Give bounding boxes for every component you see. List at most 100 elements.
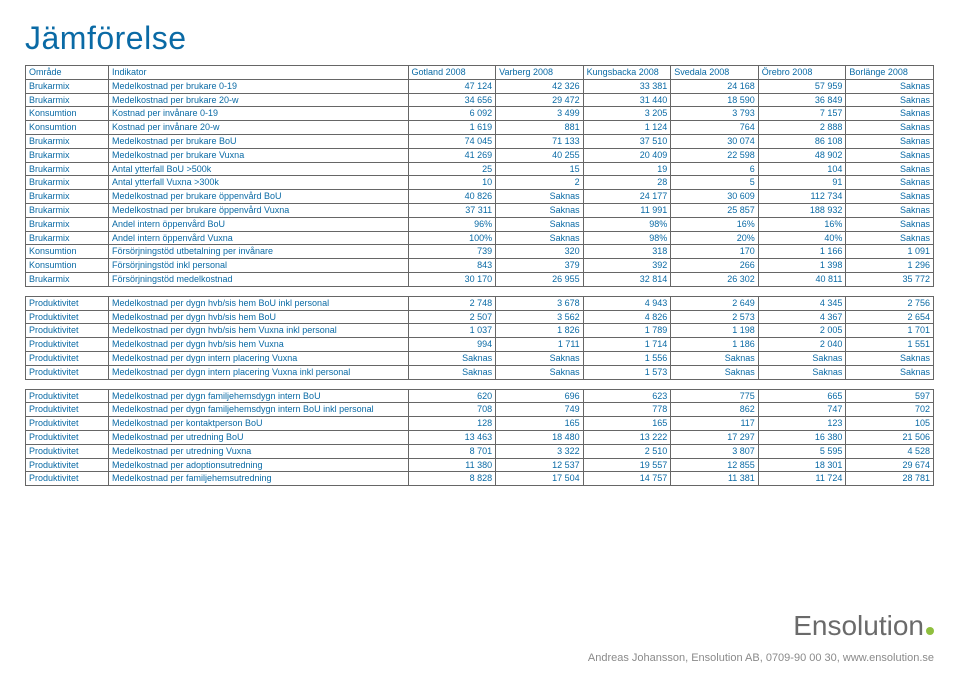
cell-value: Saknas xyxy=(846,217,934,231)
cell-indicator: Medelkostnad per brukare Vuxna xyxy=(108,148,408,162)
cell-value: 1 296 xyxy=(846,259,934,273)
cell-value: 392 xyxy=(583,259,671,273)
cell-value: 57 959 xyxy=(758,79,846,93)
cell-value: 11 380 xyxy=(408,458,496,472)
cell-value: 96% xyxy=(408,217,496,231)
cell-value: 16% xyxy=(671,217,759,231)
cell-value: 30 074 xyxy=(671,134,759,148)
cell-value: 6 092 xyxy=(408,107,496,121)
cell-value: 708 xyxy=(408,403,496,417)
cell-value: 623 xyxy=(583,389,671,403)
cell-area: Brukarmix xyxy=(26,148,109,162)
cell-value: 40 255 xyxy=(496,148,584,162)
cell-value: Saknas xyxy=(846,107,934,121)
cell-area: Konsumtion xyxy=(26,121,109,135)
cell-area: Produktivitet xyxy=(26,389,109,403)
cell-value: 165 xyxy=(496,417,584,431)
cell-indicator: Medelkostnad per dygn hvb/sis hem Vuxna … xyxy=(108,324,408,338)
cell-value: 739 xyxy=(408,245,496,259)
cell-indicator: Medelkostnad per adoptionsutredning xyxy=(108,458,408,472)
cell-area: Produktivitet xyxy=(26,417,109,431)
cell-value: 26 955 xyxy=(496,272,584,286)
cell-value: 620 xyxy=(408,389,496,403)
cell-value: Saknas xyxy=(758,365,846,379)
cell-value: 665 xyxy=(758,389,846,403)
cell-value: 4 367 xyxy=(758,310,846,324)
cell-area: Produktivitet xyxy=(26,365,109,379)
cell-value: 36 849 xyxy=(758,93,846,107)
table-row: ProduktivitetMedelkostnad per dygn hvb/s… xyxy=(26,338,934,352)
cell-indicator: Försörjningstöd medelkostnad xyxy=(108,272,408,286)
cell-value: Saknas xyxy=(846,203,934,217)
cell-value: 696 xyxy=(496,389,584,403)
cell-indicator: Medelkostnad per dygn intern placering V… xyxy=(108,365,408,379)
cell-value: 1 826 xyxy=(496,324,584,338)
cell-value: Saknas xyxy=(758,351,846,365)
cell-value: Saknas xyxy=(496,365,584,379)
cell-value: 3 499 xyxy=(496,107,584,121)
cell-value: 112 734 xyxy=(758,190,846,204)
cell-area: Brukarmix xyxy=(26,162,109,176)
table-row: ProduktivitetMedelkostnad per adoptionsu… xyxy=(26,458,934,472)
cell-value: 379 xyxy=(496,259,584,273)
cell-value: 15 xyxy=(496,162,584,176)
cell-indicator: Antal ytterfall Vuxna >300k xyxy=(108,176,408,190)
cell-value: 2 510 xyxy=(583,444,671,458)
cell-value: 1 037 xyxy=(408,324,496,338)
table-row: BrukarmixMedelkostnad per brukare 20-w34… xyxy=(26,93,934,107)
cell-value: 100% xyxy=(408,231,496,245)
cell-value: 1 556 xyxy=(583,351,671,365)
cell-area: Brukarmix xyxy=(26,176,109,190)
column-header: Indikator xyxy=(108,66,408,80)
cell-value: 105 xyxy=(846,417,934,431)
cell-indicator: Medelkostnad per dygn hvb/sis hem BoU in… xyxy=(108,296,408,310)
table-row: BrukarmixMedelkostnad per brukare BoU74 … xyxy=(26,134,934,148)
cell-value: 1 124 xyxy=(583,121,671,135)
cell-value: 2 888 xyxy=(758,121,846,135)
cell-indicator: Försörjningstöd utbetalning per invånare xyxy=(108,245,408,259)
cell-value: 20% xyxy=(671,231,759,245)
cell-value: 98% xyxy=(583,217,671,231)
cell-value: 24 177 xyxy=(583,190,671,204)
table-header: OmrådeIndikatorGotland 2008Varberg 2008K… xyxy=(26,66,934,80)
cell-value: 12 537 xyxy=(496,458,584,472)
cell-value: Saknas xyxy=(671,351,759,365)
cell-indicator: Medelkostnad per brukare BoU xyxy=(108,134,408,148)
cell-value: 747 xyxy=(758,403,846,417)
cell-value: 2 573 xyxy=(671,310,759,324)
table-row: BrukarmixMedelkostnad per brukare Vuxna 4… xyxy=(26,148,934,162)
table-row: BrukarmixAntal ytterfall Vuxna >300k1022… xyxy=(26,176,934,190)
cell-value: Saknas xyxy=(496,351,584,365)
cell-value: Saknas xyxy=(496,203,584,217)
cell-value: 128 xyxy=(408,417,496,431)
cell-value: Saknas xyxy=(846,176,934,190)
cell-value: 16 380 xyxy=(758,430,846,444)
cell-value: 843 xyxy=(408,259,496,273)
table-row: KonsumtionFörsörjningstöd inkl personal8… xyxy=(26,259,934,273)
cell-value: 2 005 xyxy=(758,324,846,338)
cell-value: 1 714 xyxy=(583,338,671,352)
cell-indicator: Medelkostnad per kontaktperson BoU xyxy=(108,417,408,431)
cell-area: Konsumtion xyxy=(26,107,109,121)
cell-value: 1 619 xyxy=(408,121,496,135)
cell-value: 86 108 xyxy=(758,134,846,148)
cell-value: 702 xyxy=(846,403,934,417)
cell-value: 10 xyxy=(408,176,496,190)
cell-value: 2 756 xyxy=(846,296,934,310)
cell-value: 4 943 xyxy=(583,296,671,310)
cell-area: Brukarmix xyxy=(26,217,109,231)
cell-value: 1 198 xyxy=(671,324,759,338)
cell-indicator: Medelkostnad per brukare 20-w xyxy=(108,93,408,107)
cell-value: Saknas xyxy=(671,365,759,379)
brand-logo: Ensolution xyxy=(793,610,934,642)
table-row: BrukarmixFörsörjningstöd medelkostnad30 … xyxy=(26,272,934,286)
table-row: ProduktivitetMedelkostnad per utredning … xyxy=(26,444,934,458)
cell-area: Brukarmix xyxy=(26,93,109,107)
cell-value: 11 381 xyxy=(671,472,759,486)
cell-indicator: Medelkostnad per dygn hvb/sis hem BoU xyxy=(108,310,408,324)
cell-area: Konsumtion xyxy=(26,245,109,259)
cell-value: 318 xyxy=(583,245,671,259)
cell-indicator: Medelkostnad per brukare öppenvård Vuxna xyxy=(108,203,408,217)
cell-value: 20 409 xyxy=(583,148,671,162)
table-row: ProduktivitetMedelkostnad per dygn inter… xyxy=(26,365,934,379)
